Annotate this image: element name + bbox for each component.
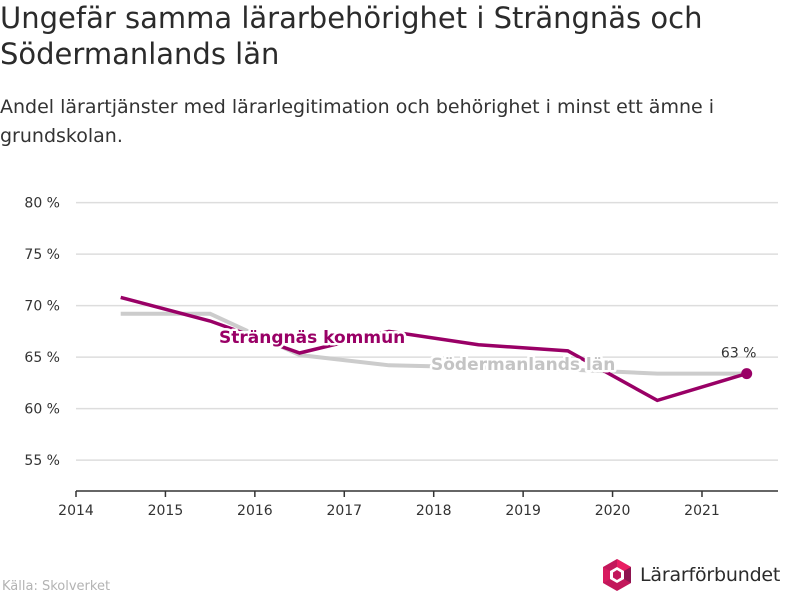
y-tick-label: 75 % bbox=[24, 247, 60, 263]
y-axis-tick-labels: 55 % 60 % 65 % 70 % 75 % 80 % bbox=[24, 196, 60, 470]
series-line-strangnas-kommun bbox=[120, 295, 748, 403]
y-tick-label: 80 % bbox=[24, 196, 60, 212]
hexagon-logo-icon bbox=[603, 559, 631, 591]
y-tick-label: 70 % bbox=[24, 299, 60, 315]
x-axis: 2014 2015 2016 2017 2018 2019 2020 2021 bbox=[58, 490, 778, 519]
brand-name: Lärarförbundet bbox=[640, 564, 781, 586]
series-line-sodermanlands-lan bbox=[120, 311, 747, 376]
x-tick-label: 2021 bbox=[684, 503, 720, 519]
source-note: Källa: Skolverket bbox=[2, 579, 111, 594]
series-label-sodermanlands-lan-halo: Södermanlands län bbox=[431, 355, 615, 375]
y-tick-label: 55 % bbox=[24, 453, 60, 469]
series-lines bbox=[120, 295, 753, 403]
end-point-marker bbox=[741, 368, 753, 380]
series-label-sodermanlands-lan: Södermanlands län bbox=[431, 355, 615, 375]
x-tick-label: 2015 bbox=[148, 503, 184, 519]
y-tick-label: 60 % bbox=[24, 402, 60, 418]
grid-lines bbox=[76, 201, 778, 461]
series-label-strangnas-kommun-halo: Strängnäs kommun bbox=[219, 328, 405, 348]
x-tick-label: 2019 bbox=[505, 503, 541, 519]
series-label-strangnas-kommun: Strängnäs kommun bbox=[219, 328, 405, 348]
y-tick-label: 65 % bbox=[24, 350, 60, 366]
x-tick-label: 2020 bbox=[595, 503, 631, 519]
x-tick-label: 2017 bbox=[326, 503, 362, 519]
brand-logo: Lärarförbundet bbox=[600, 557, 780, 593]
x-tick-label: 2016 bbox=[237, 503, 273, 519]
chart-title: Ungefär samma lärarbehörighet i Strängnä… bbox=[0, 1, 703, 71]
x-tick-label: 2018 bbox=[416, 503, 452, 519]
chart-subtitle: Andel lärartjänster med lärarlegitimatio… bbox=[0, 96, 715, 147]
end-value-label: 63 % bbox=[721, 346, 757, 362]
x-tick-label: 2014 bbox=[58, 503, 94, 519]
